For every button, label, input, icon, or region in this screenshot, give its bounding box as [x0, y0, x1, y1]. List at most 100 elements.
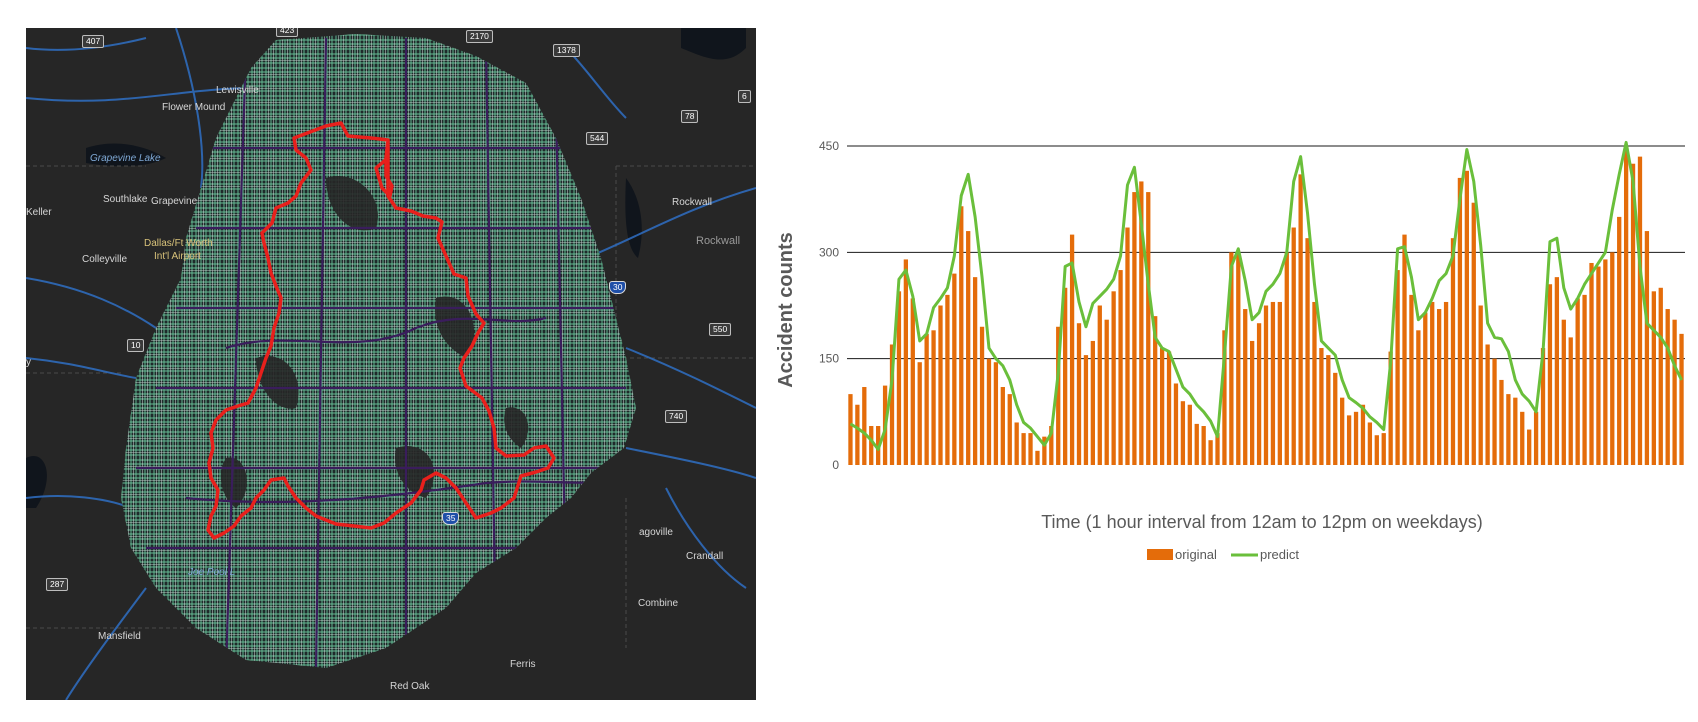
- bar-original: [1236, 252, 1241, 465]
- bar-original: [896, 291, 902, 465]
- bar-original: [1388, 351, 1393, 465]
- accident-count-chart: 0 150 300 450 Accident counts Time (1 hour …: [770, 60, 1690, 620]
- bar-original: [1069, 234, 1075, 465]
- y-axis-label: Accident counts: [775, 232, 797, 388]
- highway-shield-10: 10: [127, 339, 145, 352]
- bar-original: [1402, 234, 1407, 465]
- legend-label-predict: predict: [1260, 547, 1299, 562]
- bar-original: [1021, 433, 1026, 465]
- bar-original: [1547, 284, 1553, 465]
- bar-original: [1568, 337, 1573, 465]
- bar-original: [1035, 450, 1040, 465]
- bar-original: [1658, 287, 1663, 465]
- interstate-shield-30: 30: [609, 281, 627, 294]
- bar-original: [924, 333, 929, 465]
- bar-original: [1097, 305, 1102, 465]
- bar-original: [917, 362, 922, 465]
- highway-shield-740: 740: [665, 410, 688, 423]
- bar-original: [1589, 262, 1594, 465]
- bar-original: [1423, 312, 1428, 465]
- place-label-rockwall-city: Rockwall: [672, 197, 713, 208]
- bar-original: [855, 404, 860, 465]
- place-label-mansfield: Mansfield: [98, 631, 141, 642]
- bar-original: [1208, 440, 1213, 465]
- bar-original: [1250, 340, 1255, 465]
- bar-original: [959, 206, 964, 465]
- bar-original: [993, 362, 999, 465]
- bar-original: [1291, 227, 1296, 465]
- bar-original: [1270, 301, 1276, 465]
- bar-original: [1672, 319, 1677, 465]
- bar-original: [1173, 383, 1179, 465]
- bar-original: [1166, 351, 1172, 465]
- bar-original: [1180, 401, 1186, 465]
- place-label-grapevine: Grapevine: [151, 196, 198, 207]
- original-bars: [848, 146, 1684, 466]
- bar-original: [1042, 436, 1047, 465]
- bar-original: [938, 305, 943, 465]
- bar-original: [986, 358, 992, 465]
- bar-original: [1243, 309, 1248, 465]
- bar-original: [1125, 227, 1130, 465]
- bar-original: [1513, 397, 1518, 465]
- bar-original: [903, 259, 909, 465]
- highway-shield-1378: 1378: [553, 44, 580, 57]
- bar-original: [1623, 146, 1629, 465]
- bar-original: [1575, 298, 1580, 465]
- bar-original: [1056, 326, 1061, 465]
- place-label-dfw-airport-line2: Int'l Airport: [154, 251, 201, 262]
- bar-original: [1222, 330, 1227, 465]
- bar-original: [1284, 252, 1289, 465]
- bar-original: [1644, 231, 1650, 465]
- bar-original: [952, 273, 957, 465]
- place-label-grapevine-lake: Grapevine Lake: [90, 153, 161, 164]
- bar-original: [1610, 252, 1615, 465]
- bar-original: [1450, 238, 1456, 465]
- highway-shield-2170: 2170: [466, 30, 493, 43]
- place-label-seagoville: agoville: [639, 527, 673, 538]
- place-label-colleyville: Colleyville: [82, 254, 128, 265]
- bar-original: [1665, 309, 1670, 465]
- bar-original: [1554, 277, 1560, 465]
- bar-original: [1277, 301, 1282, 465]
- bar-original: [1159, 348, 1165, 465]
- y-tick-label: 300: [819, 245, 839, 259]
- bar-original: [1028, 433, 1033, 465]
- legend-label-original: original: [1175, 547, 1217, 562]
- bar-original: [1146, 192, 1151, 465]
- bar-original: [1083, 355, 1089, 465]
- x-axis-label: Time (1 hour interval from 12am to 12pm …: [1041, 512, 1483, 532]
- bar-original: [1651, 291, 1656, 465]
- bar-original: [1506, 394, 1511, 465]
- bar-original: [1527, 429, 1532, 465]
- bar-original: [1153, 316, 1158, 465]
- bar-original: [1194, 423, 1199, 465]
- bar-original: [1520, 411, 1525, 465]
- bar-original: [1367, 422, 1373, 465]
- bar-original: [1007, 394, 1012, 465]
- bar-original: [1561, 319, 1566, 465]
- highway-shield-544: 544: [586, 132, 609, 145]
- bar-original: [1353, 411, 1359, 465]
- bar-original: [1118, 270, 1123, 465]
- bar-original: [1395, 270, 1400, 465]
- bar-original: [1333, 372, 1338, 465]
- bar-original: [1014, 422, 1019, 465]
- bar-original: [1485, 344, 1490, 465]
- bar-original: [1139, 181, 1144, 465]
- bar-original: [1076, 323, 1082, 465]
- county-lines: [26, 165, 756, 648]
- bar-original: [1201, 426, 1206, 465]
- bar-original: [869, 426, 874, 465]
- bar-original: [1340, 397, 1345, 465]
- bar-original: [1090, 340, 1095, 465]
- bar-original: [1312, 301, 1317, 465]
- bar-original: [1617, 216, 1622, 465]
- place-label-combine: Combine: [638, 598, 679, 609]
- place-label-lewisville: Lewisville: [216, 85, 259, 96]
- bar-original: [1346, 415, 1352, 465]
- bar-original: [1360, 404, 1366, 465]
- y-tick-label: 0: [832, 458, 839, 472]
- highways: [26, 28, 756, 700]
- bar-original: [1471, 202, 1476, 465]
